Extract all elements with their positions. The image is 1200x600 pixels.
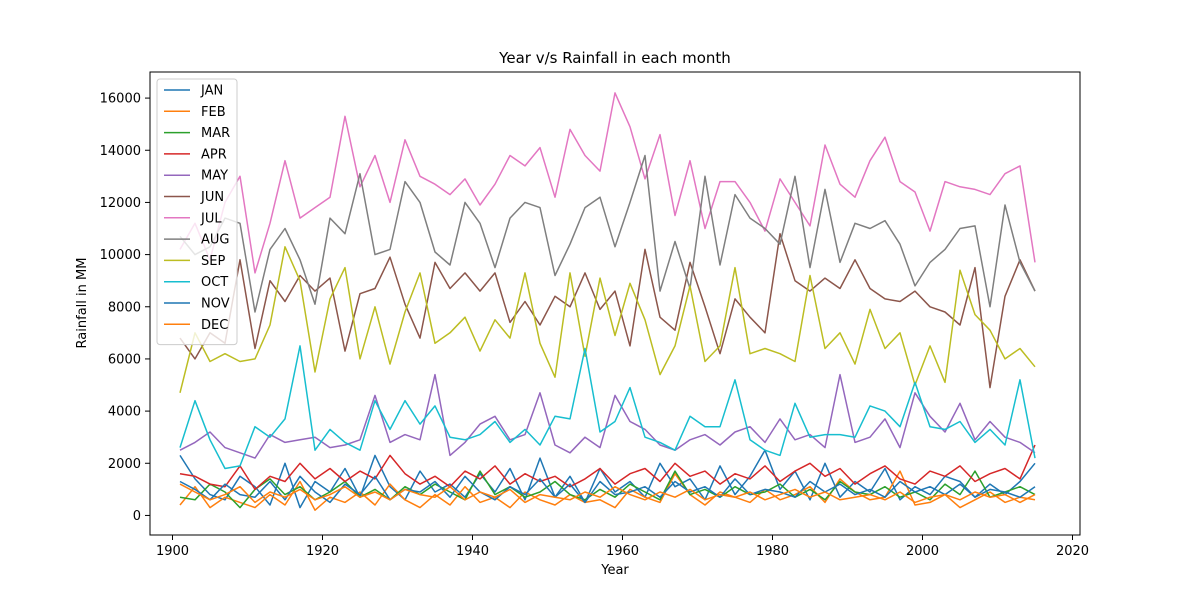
legend-box [156,78,238,346]
legend-label-apr: APR [201,147,227,162]
series-line-oct [179,345,1036,470]
legend-label-dec: DEC [201,318,228,333]
legend-label-feb: FEB [201,105,226,120]
y-tick-label: 14000 [100,144,141,159]
legend-label-sep: SEP [201,254,225,269]
y-tick-label: 2000 [108,457,141,472]
series-line-aug [179,154,1036,313]
x-tick-label: 2000 [906,544,939,559]
x-tick-label: 1980 [756,544,789,559]
x-tick-label: 2020 [1056,544,1089,559]
legend-label-jan: JAN [200,84,223,99]
x-tick-label: 1920 [306,544,339,559]
x-axis: 1900 1920 1940 1960 1980 2000 2020 [156,535,1089,559]
plot-lines [179,92,1036,511]
x-tick-label: 1900 [156,544,189,559]
legend-label-jun: JUN [200,190,224,205]
series-line-jun [179,232,1036,389]
legend-label-jul: JUL [200,211,222,226]
legend: JAN FEB MAR APR MAY JUN JUL AUG SEP OCT NOV DEC [156,78,238,346]
series-line-feb [179,470,1036,511]
y-tick-label: 4000 [108,405,141,420]
y-tick-label: 12000 [100,196,141,211]
legend-label-may: MAY [201,169,228,184]
legend-label-nov: NOV [201,297,230,312]
y-tick-label: 10000 [100,248,141,263]
y-axis-label: Rainfall in MM [75,258,90,349]
y-tick-label: 16000 [100,92,141,107]
x-tick-label: 1960 [606,544,639,559]
legend-label-mar: MAR [201,126,230,141]
series-line-sep [179,246,1036,393]
series-line-jul [179,92,1036,274]
y-tick-label: 0 [133,509,141,524]
x-tick-label: 1940 [456,544,489,559]
series-line-apr [179,444,1036,491]
x-axis-label: Year [600,563,629,578]
series-line-mar [179,470,1036,509]
y-tick-label: 8000 [108,300,141,315]
legend-label-oct: OCT [201,275,228,290]
series-line-may [179,373,1036,459]
chart-title: Year v/s Rainfall in each month [498,49,731,67]
legend-label-aug: AUG [201,233,229,248]
y-axis: 0 2000 4000 6000 8000 10000 12000 14000 16000 [100,92,150,524]
y-tick-label: 6000 [108,352,141,367]
series-line-dec [179,483,1036,504]
plot-frame [149,71,1081,536]
